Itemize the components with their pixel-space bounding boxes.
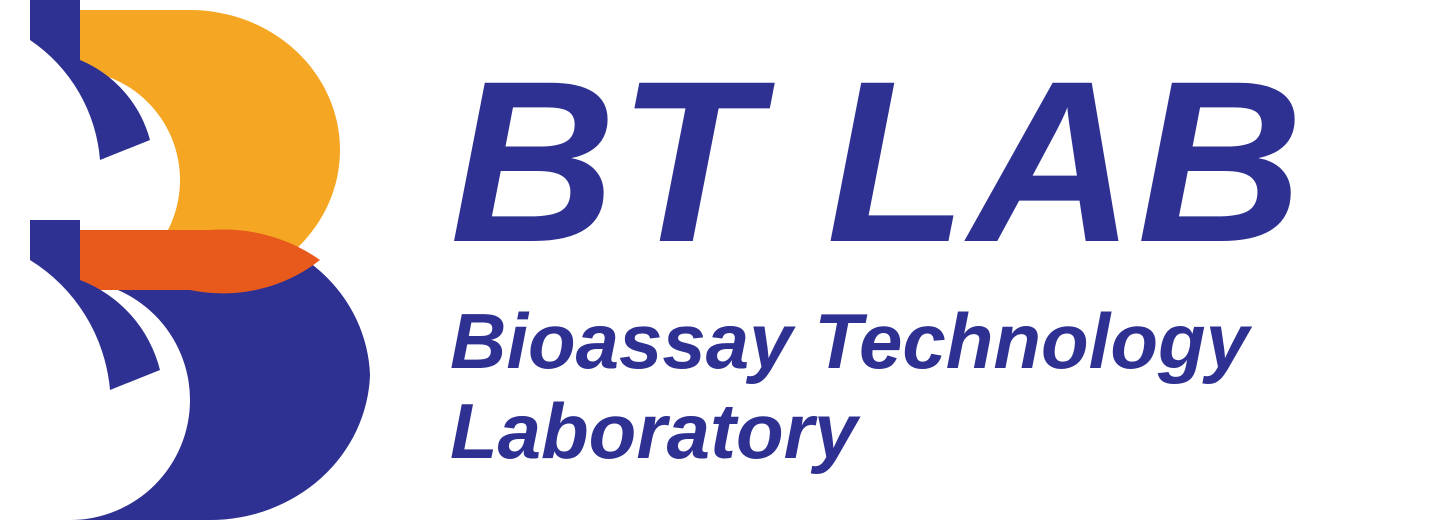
- logo-mark: [0, 0, 400, 524]
- logo-container: BT LAB Bioassay Technology Laboratory: [0, 0, 1445, 524]
- tagline-line-2: Laboratory: [450, 387, 857, 475]
- brand-tagline: Bioassay Technology Laboratory: [450, 297, 1305, 476]
- logo-b-icon: [0, 0, 400, 524]
- logo-text-block: BT LAB Bioassay Technology Laboratory: [450, 47, 1305, 476]
- tagline-line-1: Bioassay Technology: [450, 297, 1249, 385]
- brand-title: BT LAB: [450, 47, 1305, 277]
